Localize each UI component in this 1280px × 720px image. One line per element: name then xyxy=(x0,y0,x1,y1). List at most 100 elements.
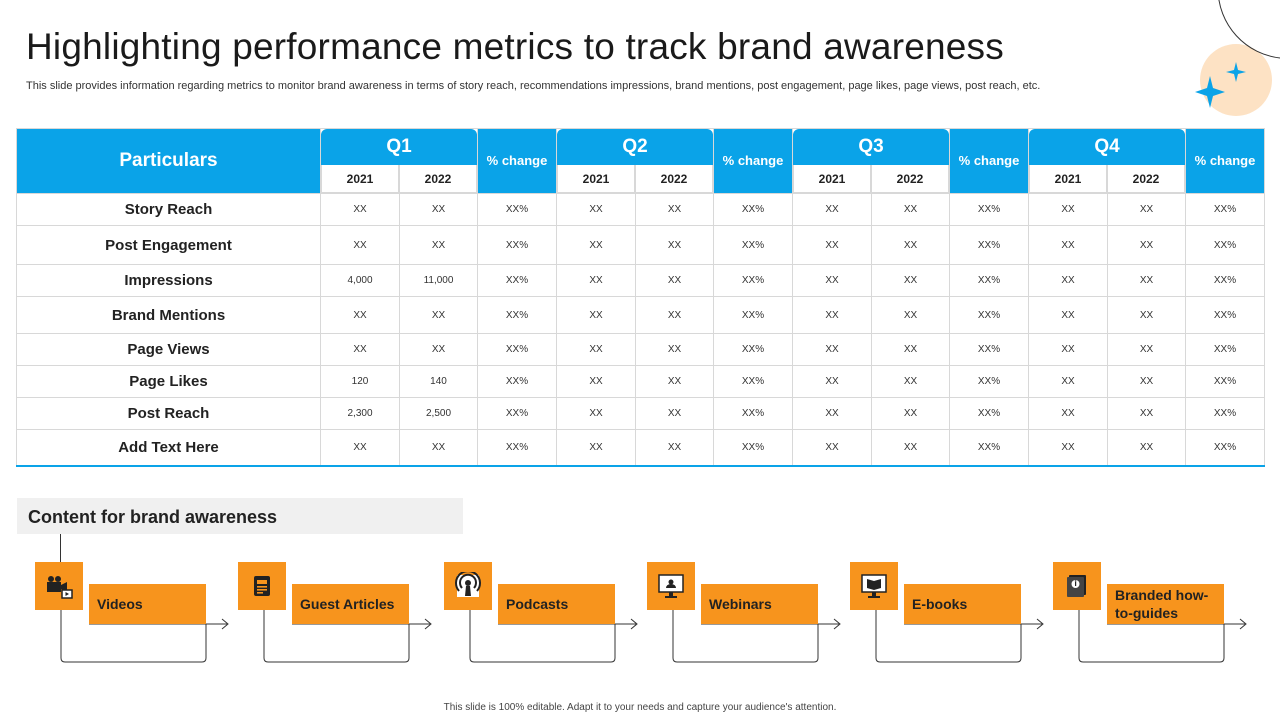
table-cell: XX% xyxy=(949,225,1029,265)
table-cell: XX xyxy=(399,429,478,467)
content-item: Guest Articles xyxy=(238,562,450,666)
guide-book-icon xyxy=(1053,562,1101,610)
video-camera-icon xyxy=(35,562,83,610)
table-cell: XX xyxy=(1028,264,1108,297)
year-label: 2022 xyxy=(871,165,949,193)
table-cell: XX% xyxy=(949,365,1029,398)
table-cell: XX xyxy=(1107,429,1186,467)
flow-connector xyxy=(1078,610,1247,663)
table-cell: XX xyxy=(792,397,872,430)
table-cell: XX xyxy=(1107,264,1186,297)
table-cell: XX xyxy=(399,296,478,334)
quarter-header-q3: Q3 2021 2022 xyxy=(792,128,950,194)
table-cell: XX% xyxy=(1185,193,1265,226)
table-cell: XX% xyxy=(949,333,1029,366)
content-item: Podcasts xyxy=(444,562,656,666)
row-label: Post Reach xyxy=(16,397,321,430)
table-cell: XX xyxy=(556,365,636,398)
content-item-label: Podcasts xyxy=(498,584,615,624)
table-row: Impressions 4,000 11,000 XX% XX XX XX% XX XX XX% X… xyxy=(16,264,1265,297)
table-cell: XX% xyxy=(949,429,1029,467)
table-cell: XX% xyxy=(1185,397,1265,430)
flow-connector xyxy=(469,610,638,663)
table-cell: XX% xyxy=(477,365,557,398)
table-cell: XX xyxy=(635,225,714,265)
table-cell: XX xyxy=(320,296,400,334)
table-cell: XX xyxy=(556,193,636,226)
row-label: Post Engagement xyxy=(16,225,321,265)
row-label: Impressions xyxy=(16,264,321,297)
section-header-bar xyxy=(17,498,463,534)
table-cell: XX xyxy=(635,397,714,430)
content-item: E-books xyxy=(850,562,1062,666)
table-cell: XX xyxy=(1107,296,1186,334)
table-cell: XX% xyxy=(1185,365,1265,398)
table-cell: XX xyxy=(556,429,636,467)
table-cell: XX% xyxy=(477,333,557,366)
ebook-icon xyxy=(850,562,898,610)
table-cell: XX xyxy=(792,193,872,226)
table-cell: XX xyxy=(792,296,872,334)
table-cell: XX% xyxy=(1185,429,1265,467)
content-item-label: E-books xyxy=(904,584,1021,624)
table-cell: XX% xyxy=(713,365,793,398)
table-cell: XX xyxy=(792,333,872,366)
year-label: 2022 xyxy=(399,165,477,193)
table-cell: XX xyxy=(1028,333,1108,366)
page-subtitle: This slide provides information regardin… xyxy=(26,80,1041,92)
table-cell: XX% xyxy=(1185,333,1265,366)
table-cell: XX% xyxy=(949,397,1029,430)
content-item: Webinars xyxy=(647,562,859,666)
table-cell: XX xyxy=(871,193,950,226)
table-cell: 2,500 xyxy=(399,397,478,430)
row-label: Page Views xyxy=(16,333,321,366)
table-cell: XX% xyxy=(949,193,1029,226)
content-item: Videos xyxy=(35,562,247,666)
quarter-header-q4: Q4 2021 2022 xyxy=(1028,128,1186,194)
year-label: 2021 xyxy=(1029,165,1107,193)
decorative-sparkle-icon xyxy=(1195,0,1280,116)
table-row: Post Reach 2,300 2,500 XX% XX XX XX% XX XX XX% XX X… xyxy=(16,397,1265,430)
table-cell: XX xyxy=(792,225,872,265)
table-cell: XX xyxy=(399,225,478,265)
table-cell: XX xyxy=(556,264,636,297)
quarter-label: Q3 xyxy=(793,129,949,165)
table-cell: XX% xyxy=(713,296,793,334)
table-cell: 4,000 xyxy=(320,264,400,297)
table-row: Story Reach XX XX XX% XX XX XX% XX XX XX% XX XX XX% xyxy=(16,193,1265,226)
table-cell: XX% xyxy=(477,296,557,334)
quarter-header-q1: Q1 2021 2022 xyxy=(320,128,478,194)
pct-change-header: % change xyxy=(477,128,557,194)
table-cell: XX% xyxy=(1185,264,1265,297)
flow-connector xyxy=(672,610,841,663)
table-cell: 120 xyxy=(320,365,400,398)
table-cell: XX% xyxy=(477,225,557,265)
table-cell: 2,300 xyxy=(320,397,400,430)
table-cell: XX xyxy=(871,225,950,265)
flow-connector xyxy=(263,610,432,663)
table-cell: XX xyxy=(556,397,636,430)
row-label: Story Reach xyxy=(16,193,321,226)
table-cell: XX xyxy=(635,193,714,226)
content-item-label: Guest Articles xyxy=(292,584,409,624)
quarter-label: Q4 xyxy=(1029,129,1185,165)
table-cell: XX xyxy=(1028,365,1108,398)
table-cell: XX xyxy=(635,264,714,297)
content-item: Branded how-to-guides xyxy=(1053,562,1265,666)
table-cell: XX xyxy=(871,429,950,467)
table-cell: 140 xyxy=(399,365,478,398)
table-cell: XX xyxy=(320,225,400,265)
pct-change-header: % change xyxy=(949,128,1029,194)
content-item-label: Webinars xyxy=(701,584,818,624)
quarter-label: Q1 xyxy=(321,129,477,165)
table-cell: XX% xyxy=(1185,296,1265,334)
table-cell: XX% xyxy=(477,429,557,467)
row-label: Brand Mentions xyxy=(16,296,321,334)
table-cell: XX xyxy=(871,397,950,430)
row-label: Page Likes xyxy=(16,365,321,398)
quarter-header-q2: Q2 2021 2022 xyxy=(556,128,714,194)
table-row: Page Likes 120 140 XX% XX XX XX% XX XX XX% XX XX XX% xyxy=(16,365,1265,398)
table-cell: XX% xyxy=(477,397,557,430)
connector-line xyxy=(60,534,61,564)
table-cell: XX xyxy=(1028,397,1108,430)
